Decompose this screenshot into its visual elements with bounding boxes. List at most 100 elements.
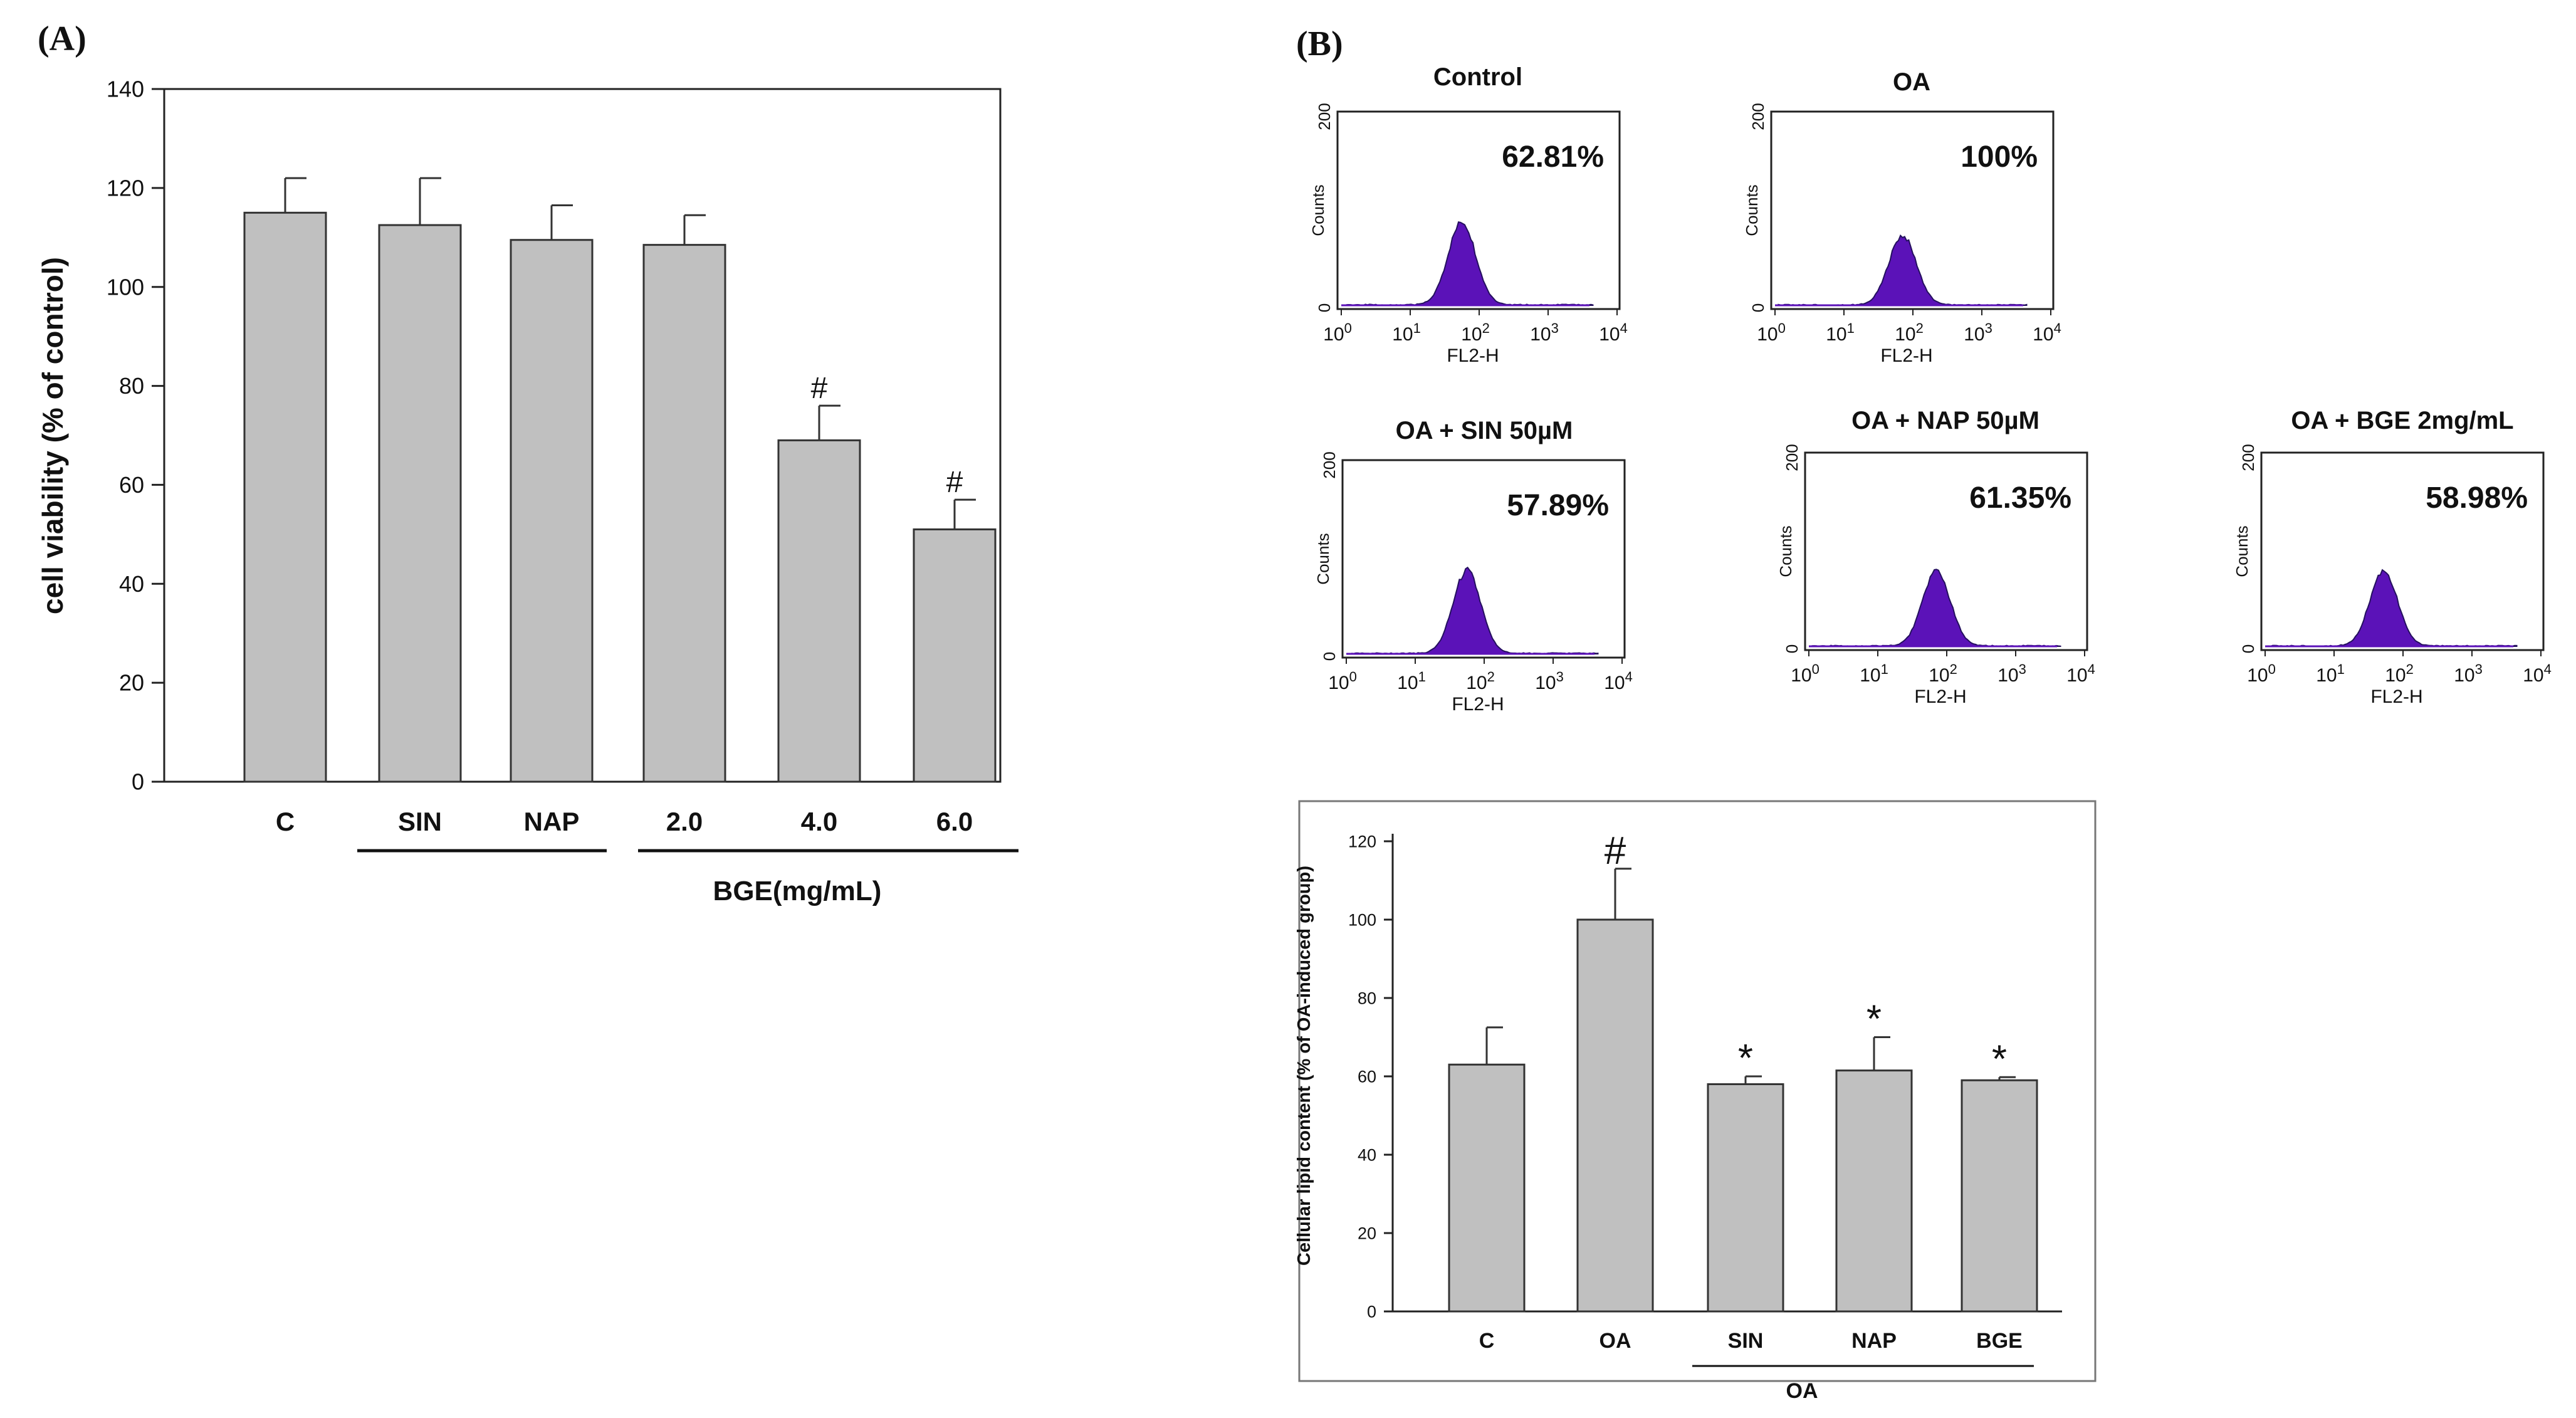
histogram-title: Control bbox=[1433, 63, 1522, 91]
y-tick-label: 80 bbox=[119, 373, 144, 399]
histogram-x-tick-label: 103 bbox=[1964, 320, 1992, 345]
histogram-curve bbox=[1811, 569, 2061, 648]
x-tick-label: BGE bbox=[1976, 1329, 2023, 1353]
y-tick-label: 20 bbox=[119, 670, 144, 696]
histogram-x-tick-label: 103 bbox=[1530, 320, 1559, 345]
histogram-curve bbox=[1344, 221, 1594, 307]
x-axis-labels: C SIN NAP 2.0 4.0 6.0 bbox=[276, 807, 973, 836]
histogram-y-min: 0 bbox=[1315, 303, 1334, 312]
x-tick-label: SIN bbox=[1728, 1329, 1764, 1353]
histogram-title: OA + NAP 50µM bbox=[1851, 407, 2039, 434]
histogram-x-tick-label: 102 bbox=[1466, 669, 1495, 693]
flow-histograms: Control 62.81% 200 0 Counts 100 101 102 103 104 FL… bbox=[1309, 63, 2552, 715]
histogram-x-tick-label: 100 bbox=[1757, 320, 1786, 345]
y-tick-label: 40 bbox=[119, 571, 144, 597]
bar bbox=[913, 528, 997, 783]
histogram-y-max: 200 bbox=[2239, 444, 2258, 471]
histogram-x-tick-label: 100 bbox=[1791, 661, 1819, 686]
y-tick-label: 40 bbox=[1358, 1145, 1376, 1164]
y-tick-label: 80 bbox=[1358, 989, 1376, 1007]
histogram-x-tick-label: 101 bbox=[1826, 320, 1855, 345]
y-tick-label: 100 bbox=[107, 274, 144, 300]
histogram-y-min: 0 bbox=[1783, 644, 1801, 653]
bar bbox=[1835, 1069, 1913, 1313]
histogram-y-label: Counts bbox=[2233, 525, 2251, 577]
histogram-x-tick-label: 103 bbox=[2454, 661, 2483, 686]
y-tick-label: 20 bbox=[1358, 1224, 1376, 1242]
y-tick-label: 100 bbox=[1348, 910, 1376, 929]
y-tick-label: 60 bbox=[1358, 1067, 1376, 1086]
significance-mark: * bbox=[1867, 998, 1882, 1041]
x-tick-label: NAP bbox=[1851, 1329, 1897, 1353]
histogram-y-max: 200 bbox=[1749, 103, 1767, 130]
group-label-bge: BGE(mg/mL) bbox=[713, 876, 882, 906]
group-label-oa: OA bbox=[1786, 1379, 1818, 1403]
y-tick-label: 60 bbox=[119, 472, 144, 498]
histogram-x-tick-label: 104 bbox=[2523, 661, 2552, 686]
histogram-y-min: 0 bbox=[2239, 644, 2258, 653]
histogram-x-tick-label: 101 bbox=[2316, 661, 2345, 686]
histogram-x-tick-label: 100 bbox=[1328, 669, 1357, 693]
histogram-curve bbox=[1349, 566, 1599, 655]
histogram-y-max: 200 bbox=[1315, 103, 1334, 130]
histogram-x-tick-label: 101 bbox=[1392, 320, 1421, 345]
histogram-y-min: 0 bbox=[1320, 652, 1339, 661]
y-axis: 0 20 40 60 80 100 120 140 bbox=[107, 76, 164, 795]
bars: # * * * bbox=[1448, 829, 2038, 1313]
histogram-x-tick-label: 101 bbox=[1860, 661, 1888, 686]
histogram-x-tick-label: 102 bbox=[2385, 661, 2414, 686]
histogram-percent: 100% bbox=[1961, 140, 2038, 174]
bars: ## bbox=[243, 177, 997, 783]
bar bbox=[1448, 1063, 1526, 1313]
histogram-y-min: 0 bbox=[1749, 303, 1767, 312]
bar bbox=[777, 439, 861, 783]
histogram-x-tick-label: 100 bbox=[1323, 320, 1352, 345]
significance-mark: * bbox=[1738, 1037, 1753, 1080]
histogram-percent: 58.98% bbox=[2426, 481, 2528, 515]
histogram-x-label: FL2-H bbox=[2370, 686, 2422, 707]
lipid-content-chart: 0 20 40 60 80 100 120 # * * * C OA SIN NAP BGE Cellul… bbox=[1294, 800, 2097, 1403]
outer-border bbox=[1298, 800, 2097, 1382]
y-axis-label: cell viability (% of control) bbox=[36, 257, 69, 614]
bar bbox=[1961, 1079, 2038, 1313]
histogram-x-tick-label: 102 bbox=[1929, 661, 1957, 686]
histogram-panel: Control 62.81% 200 0 Counts 100 101 102 103 104 FL… bbox=[1309, 63, 1628, 366]
y-tick-label: 120 bbox=[1348, 832, 1376, 851]
histogram-curve bbox=[2268, 569, 2518, 648]
histogram-title: OA + SIN 50µM bbox=[1396, 417, 1573, 444]
bar bbox=[1576, 918, 1654, 1313]
histogram-x-tick-label: 100 bbox=[2247, 661, 2276, 686]
histogram-x-tick-label: 102 bbox=[1461, 320, 1490, 345]
y-tick-label: 0 bbox=[1367, 1302, 1376, 1321]
significance-mark: # bbox=[811, 372, 828, 405]
histogram-x-label: FL2-H bbox=[1447, 345, 1499, 366]
x-axis-labels: C OA SIN NAP BGE bbox=[1479, 1329, 2023, 1353]
significance-mark: * bbox=[1992, 1037, 2007, 1081]
histogram-y-max: 200 bbox=[1320, 451, 1339, 478]
bar bbox=[243, 211, 327, 783]
y-tick-label: 120 bbox=[107, 175, 144, 201]
histogram-y-label: Counts bbox=[1309, 184, 1327, 236]
significance-mark: # bbox=[946, 466, 963, 499]
bar bbox=[378, 224, 462, 783]
panel-a-label: (A) bbox=[38, 19, 86, 58]
histogram-curve bbox=[1778, 234, 2028, 307]
y-axis: 0 20 40 60 80 100 120 bbox=[1348, 832, 1393, 1321]
histogram-y-label: Counts bbox=[1776, 525, 1795, 577]
x-tick-label: C bbox=[1479, 1329, 1495, 1353]
histogram-panel: OA + NAP 50µM 61.35% 200 0 Counts 100 101 102 10… bbox=[1776, 407, 2095, 707]
histogram-x-label: FL2-H bbox=[1880, 345, 1932, 366]
histogram-x-tick-label: 104 bbox=[2066, 661, 2095, 686]
histogram-x-tick-label: 104 bbox=[2033, 320, 2061, 345]
x-tick-label: NAP bbox=[524, 807, 580, 836]
histogram-panel: OA 100% 200 0 Counts 100 101 102 103 104 FL2-H bbox=[1742, 68, 2061, 366]
histogram-y-max: 200 bbox=[1783, 444, 1801, 471]
histogram-title: OA bbox=[1893, 68, 1930, 96]
x-tick-label: C bbox=[276, 807, 295, 836]
histogram-x-tick-label: 103 bbox=[1535, 669, 1564, 693]
significance-mark: # bbox=[1605, 829, 1626, 873]
histogram-y-label: Counts bbox=[1742, 184, 1761, 236]
